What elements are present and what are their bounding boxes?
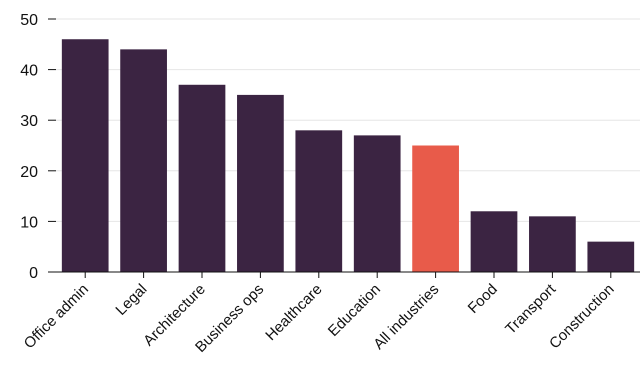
axes — [48, 18, 640, 278]
x-tick-label: Office admin — [21, 281, 92, 352]
x-tick-label: Education — [325, 281, 384, 340]
bar — [120, 49, 167, 272]
bar-highlight — [412, 145, 459, 272]
bar — [587, 241, 635, 272]
bar — [470, 211, 518, 272]
bar — [237, 94, 284, 273]
x-tick-label: Legal — [112, 281, 150, 319]
y-tick-label: 40 — [20, 63, 38, 80]
y-tick-label: 20 — [20, 164, 38, 181]
bar — [295, 130, 343, 272]
x-tick-label: Healthcare — [262, 281, 325, 344]
bar — [178, 84, 226, 272]
x-tick-label: Transport — [502, 280, 560, 338]
y-tick-label: 50 — [20, 12, 38, 29]
bar — [61, 39, 109, 272]
bar — [353, 135, 401, 272]
bar — [529, 216, 576, 272]
y-tick-label: 10 — [20, 214, 38, 231]
y-tick-label: 0 — [29, 265, 38, 282]
bars — [61, 39, 635, 273]
x-tick-label: Food — [465, 281, 501, 317]
y-tick-label: 30 — [20, 113, 38, 130]
